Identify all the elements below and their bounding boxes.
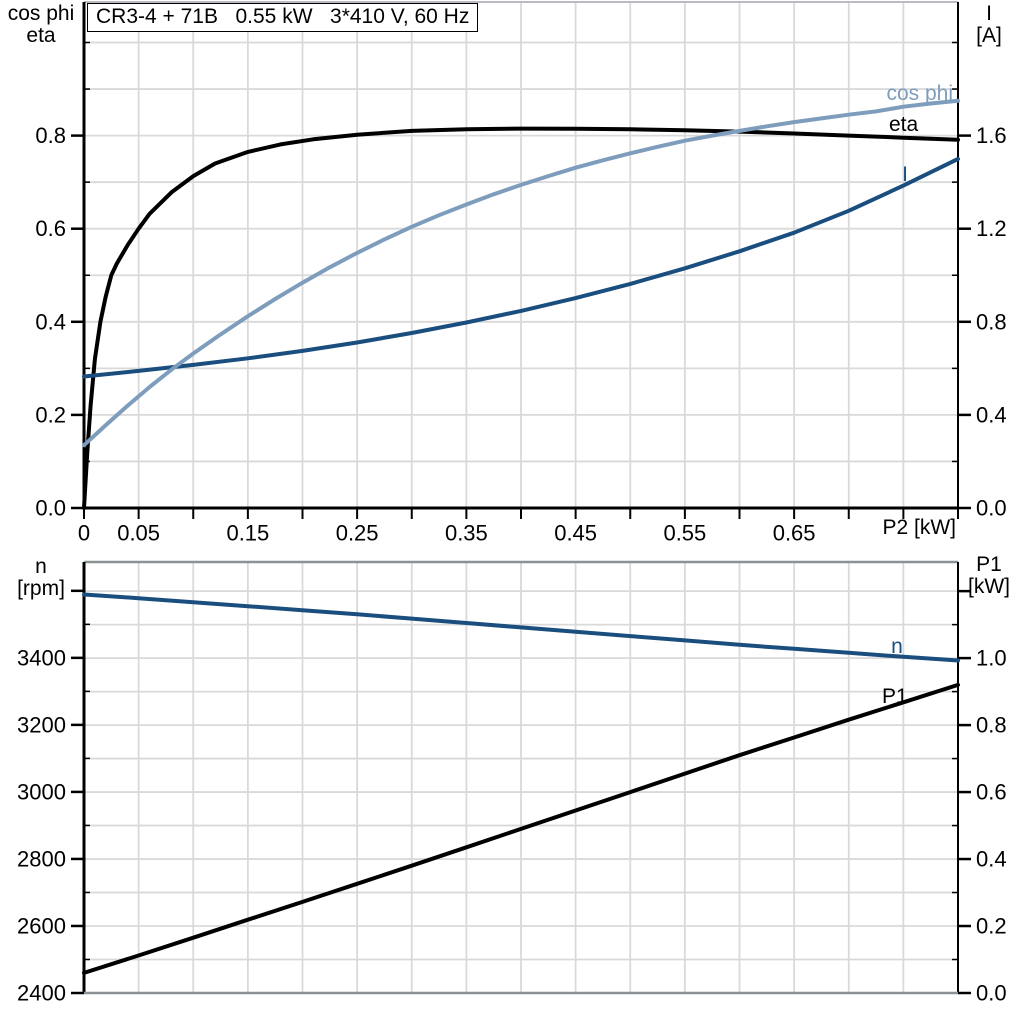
x-tick-label: 0.65 (773, 521, 816, 546)
lower-left-axis-title: n [rpm] (0, 556, 82, 600)
chart-title: CR3-4 + 71B 0.55 kW 3*410 V, 60 Hz (96, 5, 470, 28)
left-tick-label: 0.6 (35, 216, 66, 241)
right-tick-label: 0.8 (976, 713, 1007, 738)
x-tick-label: 0 (78, 521, 90, 546)
curve-label-eta: eta (889, 113, 919, 136)
right-tick-label: 0.6 (976, 780, 1007, 805)
x-tick-label: 0.45 (554, 521, 597, 546)
axis-title-speed: n (35, 555, 47, 578)
series-cos-phi (82, 98, 960, 448)
axis-title-cos-phi: cos phi (7, 2, 75, 25)
left-tick-label: 3000 (17, 779, 66, 804)
axis-title-current: I (986, 2, 992, 25)
x-tick-label: 0.25 (336, 521, 379, 546)
right-tick-label: 0.2 (976, 914, 1007, 939)
curve-label-p1: P1 (882, 685, 908, 708)
series-I (82, 156, 960, 379)
x-tick-label: 0.15 (226, 521, 269, 546)
upper-right-axis-title: I [A] (960, 3, 1018, 47)
upper-chart: 0.0 0.2 0.4 0.6 0.8 0.0 0.4 0.8 1.2 1.6 0 0.05 0.15 0… (35, 1, 1007, 546)
axis-title-eta: eta (26, 24, 56, 47)
series-n (82, 592, 960, 663)
right-tick-label: 1.0 (976, 646, 1007, 671)
right-tick-label: 1.2 (976, 216, 1007, 241)
x-tick-label: 0.55 (663, 521, 706, 546)
right-tick-label: 0.8 (976, 309, 1007, 334)
chart-title-box: CR3-4 + 71B 0.55 kW 3*410 V, 60 Hz (87, 3, 479, 32)
lower-right-axis-title: P1 [kW] (958, 554, 1020, 598)
x-tick-label: 0.05 (117, 521, 160, 546)
left-tick-label: 0.8 (35, 123, 66, 148)
left-tick-label: 0.4 (35, 309, 66, 334)
left-tick-label: 2400 (17, 981, 66, 1006)
left-tick-label: 3400 (17, 645, 66, 670)
left-tick-label: 3200 (17, 712, 66, 737)
left-tick-label: 0.2 (35, 402, 66, 427)
axis-title-speed-unit: [rpm] (17, 577, 65, 600)
right-tick-label: 0.0 (976, 496, 1007, 521)
left-tick-label: 0.0 (35, 496, 66, 521)
lower-chart: 2400 2600 2800 3000 3200 3400 0.0 0.2 0.4 0.6 0.8 1… (17, 560, 1007, 1006)
series-eta (82, 126, 960, 510)
curve-label-speed: n (891, 635, 903, 658)
left-tick-label: 2800 (17, 846, 66, 871)
curve-label-current: I (902, 163, 908, 186)
right-tick-label: 0.0 (976, 981, 1007, 1006)
axis-title-current-unit: [A] (976, 24, 1002, 47)
x-tick-label: 0.35 (445, 521, 488, 546)
upper-left-axis-title: cos phi eta (0, 3, 82, 47)
right-tick-label: 0.4 (976, 402, 1007, 427)
right-tick-label: 1.6 (976, 123, 1007, 148)
axis-title-p1-unit: [kW] (968, 575, 1010, 598)
series-P1 (82, 682, 960, 975)
axis-title-p1: P1 (976, 553, 1002, 576)
curve-label-cos-phi: cos phi (886, 82, 953, 105)
gridlines (84, 562, 958, 993)
right-tick-label: 0.4 (976, 847, 1007, 872)
gridlines (84, 2, 958, 508)
left-tick-label: 2600 (17, 913, 66, 938)
x-axis-title: P2 [kW] (882, 516, 956, 539)
